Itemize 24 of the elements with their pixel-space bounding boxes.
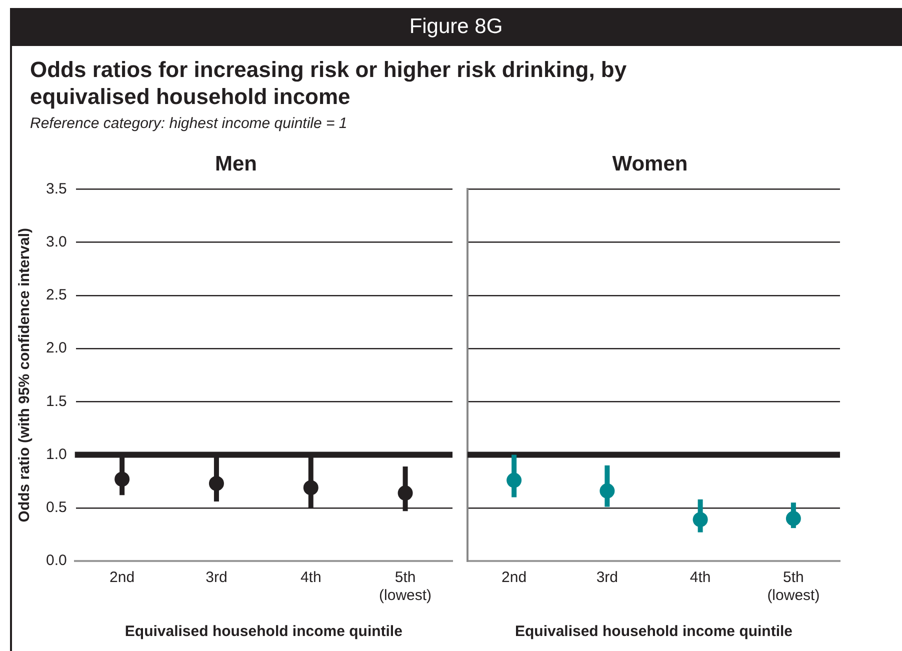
y-axis-title: Odds ratio (with 95% confidence interval) (16, 228, 34, 522)
x-tick-label: 3rd (596, 569, 618, 586)
chart-title: Women (612, 152, 688, 176)
x-tick-label: 5th (lowest) (379, 569, 432, 604)
x-axis-title: Equivalised household income quintile (514, 623, 793, 640)
x-tick-label: 4th (690, 569, 711, 586)
chart-subtitle: Reference category: highest income quintile = 1 (30, 115, 348, 132)
y-tick-label: 1.5 (46, 392, 67, 410)
y-tick-label: 1.0 (46, 446, 67, 463)
x-tick-label: 2nd (502, 569, 527, 586)
x-tick-label: 3rd (206, 569, 228, 586)
x-tick-label: 4th (300, 569, 322, 586)
y-tick-label: 3.5 (46, 180, 67, 198)
x-tick-label: 2nd (110, 569, 135, 586)
x-axis-title: Equivalised household income quintile (124, 623, 402, 640)
x-tick-label: 5th (lowest) (767, 569, 820, 604)
y-tick-label: 2.0 (46, 340, 67, 357)
chart-title: Men (215, 152, 257, 176)
y-tick-label: 2.5 (46, 286, 67, 304)
y-tick-label: 3.0 (46, 233, 67, 250)
y-tick-label: 0.0 (46, 552, 67, 570)
caption: Figure 8G (10, 8, 902, 46)
text: Odds ratios for increasing risk or higher risk drinking, by equivalised household income (30, 56, 628, 110)
y-tick-label: 0.5 (46, 499, 67, 516)
